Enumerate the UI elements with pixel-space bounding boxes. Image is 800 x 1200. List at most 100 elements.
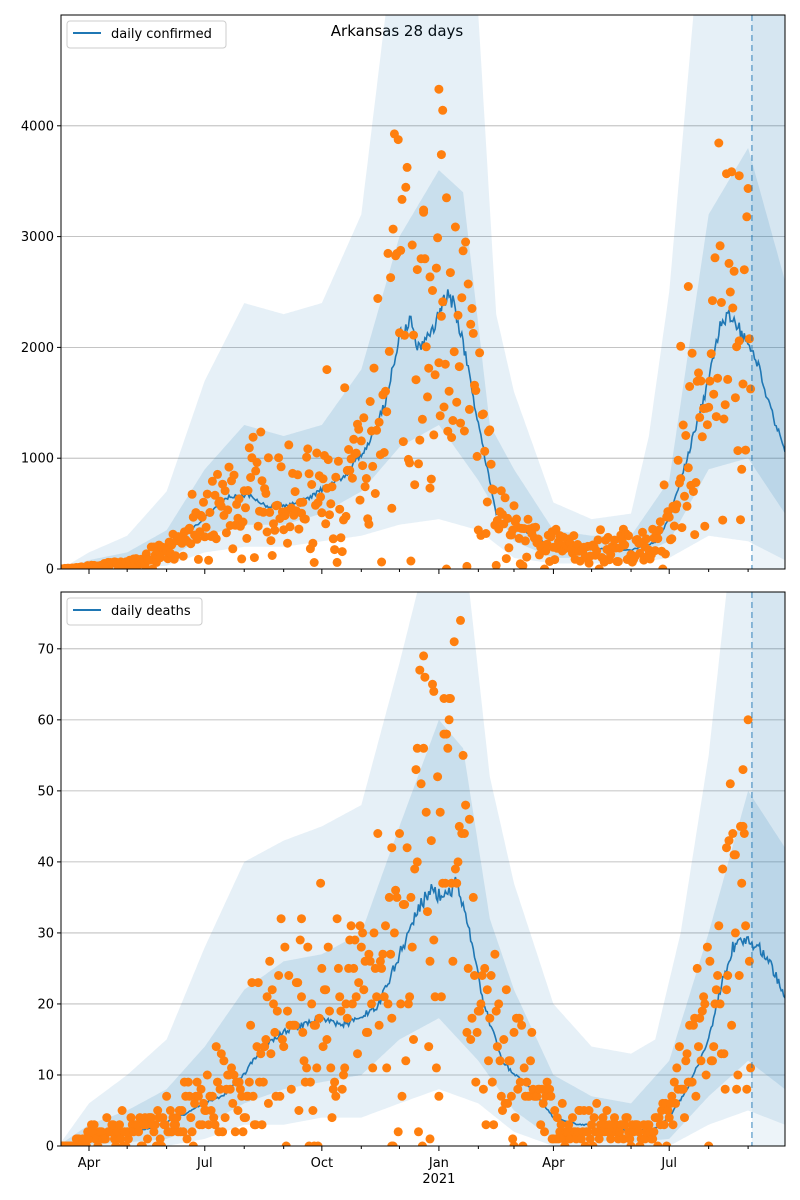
data-point <box>406 892 416 902</box>
data-point <box>620 540 630 550</box>
x-tick-label: Oct <box>311 1156 333 1171</box>
data-point <box>143 1134 152 1144</box>
data-point <box>326 499 336 509</box>
data-point <box>337 1084 347 1094</box>
data-point <box>462 1027 472 1037</box>
data-point <box>682 501 692 511</box>
data-point <box>150 1120 160 1130</box>
data-point <box>681 1056 691 1066</box>
data-point <box>700 521 710 531</box>
data-point <box>421 807 431 817</box>
data-point <box>592 1098 602 1108</box>
data-point <box>610 1113 619 1123</box>
data-point <box>398 437 408 447</box>
y-tick-label: 3000 <box>21 230 54 245</box>
data-point <box>584 558 594 568</box>
data-point <box>728 303 738 313</box>
data-point <box>238 517 248 527</box>
confirmed-x-axis <box>88 569 749 574</box>
data-point <box>718 864 728 874</box>
data-point <box>284 440 294 450</box>
data-point <box>407 240 417 250</box>
data-point <box>322 365 332 375</box>
data-point <box>381 921 390 931</box>
data-point <box>225 1084 235 1094</box>
data-point <box>738 379 748 389</box>
data-point <box>126 1113 136 1123</box>
data-point <box>186 539 196 549</box>
data-point <box>425 272 435 282</box>
data-point <box>444 386 454 396</box>
data-point <box>401 1056 411 1066</box>
data-point <box>555 1127 565 1137</box>
data-point <box>325 1006 334 1016</box>
deaths-observed-points <box>61 615 756 1146</box>
data-point <box>708 296 717 306</box>
data-point <box>438 297 448 307</box>
outer-band <box>61 15 785 569</box>
data-point <box>701 1070 711 1080</box>
data-point <box>546 1091 556 1101</box>
data-point <box>743 184 753 193</box>
data-point <box>387 503 397 513</box>
data-point <box>323 942 333 952</box>
data-point <box>476 999 486 1009</box>
data-point <box>503 513 513 523</box>
data-point <box>379 448 389 457</box>
data-point <box>640 1134 650 1144</box>
data-point <box>401 182 411 192</box>
data-point <box>690 530 700 540</box>
data-point <box>727 167 737 177</box>
data-point <box>369 363 379 373</box>
data-point <box>290 1020 300 1030</box>
data-point <box>395 829 404 838</box>
data-point <box>541 546 551 556</box>
data-point <box>246 1020 256 1030</box>
data-point <box>302 1063 312 1073</box>
data-point <box>648 1134 658 1144</box>
data-point <box>743 715 753 725</box>
data-point <box>305 1077 315 1087</box>
data-point <box>294 524 304 534</box>
data-point <box>411 375 421 385</box>
data-point <box>688 487 698 496</box>
data-point <box>300 514 310 524</box>
data-point <box>680 491 689 501</box>
data-point <box>716 298 726 307</box>
data-point <box>185 1091 194 1101</box>
data-point <box>277 1035 287 1044</box>
data-point <box>244 443 254 453</box>
data-point <box>694 368 703 378</box>
data-point <box>676 474 686 484</box>
data-point <box>444 715 454 725</box>
data-point <box>171 551 180 561</box>
data-point <box>714 138 724 148</box>
data-point <box>585 1134 595 1144</box>
y-tick-label: 50 <box>37 784 54 799</box>
data-point <box>102 1113 112 1123</box>
data-point <box>397 1091 407 1101</box>
data-point <box>436 992 446 1002</box>
data-point <box>207 476 217 486</box>
data-point <box>559 1134 569 1144</box>
data-point <box>691 1091 701 1101</box>
data-point <box>704 1141 714 1146</box>
data-point <box>337 547 347 557</box>
data-point <box>710 253 720 263</box>
data-point <box>425 1134 435 1144</box>
data-point <box>323 455 333 465</box>
data-point <box>283 538 292 548</box>
data-point <box>443 743 453 753</box>
data-point <box>311 1020 320 1030</box>
data-point <box>384 346 394 356</box>
data-point <box>514 1013 524 1023</box>
data-point <box>711 412 721 422</box>
x-tick-label: Jul <box>196 1156 213 1171</box>
data-point <box>504 543 514 553</box>
figure-title: Arkansas 28 days <box>331 22 464 40</box>
data-point <box>727 1020 737 1030</box>
data-point <box>484 1056 493 1066</box>
data-point <box>683 463 693 473</box>
data-point <box>388 224 398 234</box>
data-point <box>391 885 401 895</box>
